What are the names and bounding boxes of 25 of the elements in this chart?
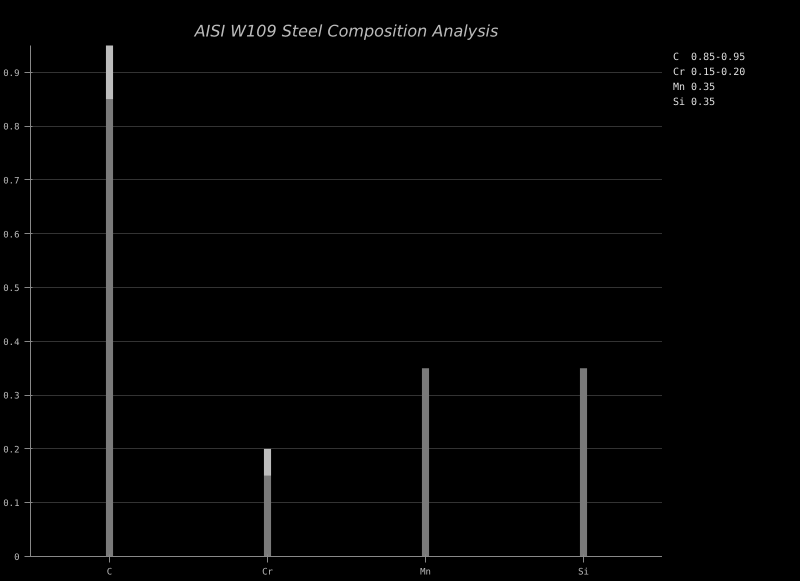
bar: [106, 99, 114, 556]
y-tick-label: 0.1: [3, 499, 20, 510]
text: Mn 0.35: [673, 81, 716, 95]
y-tick-label: 0.6: [3, 230, 20, 240]
y-tick-label: 0.8: [3, 122, 20, 133]
y-tick-label: 0.7: [3, 176, 20, 186]
x-tick-label: C: [106, 568, 112, 578]
x-tick-label: Cr: [262, 568, 274, 578]
bar: [264, 448, 272, 476]
text: Si 0.35: [673, 96, 716, 110]
y-tick-label: 0.4: [3, 338, 20, 348]
y-tick-label: 0.3: [3, 392, 20, 402]
bar: [580, 368, 588, 556]
bar: [422, 368, 430, 556]
chart-title: AISI W109 Steel Composition Analysis: [194, 22, 498, 40]
x-tick-label: Mn: [420, 568, 431, 578]
bar: [264, 476, 272, 556]
y-tick-label: 0.9: [3, 68, 20, 79]
text: C 0.85-0.95: [673, 51, 746, 65]
y-tick-label: 0.5: [3, 284, 20, 294]
y-tick-label: 0: [14, 553, 20, 563]
bar: [106, 46, 114, 100]
y-tick-label: 0.2: [3, 445, 20, 456]
x-tick-label: Si: [578, 568, 589, 578]
text: Cr 0.15-0.20: [673, 66, 746, 80]
